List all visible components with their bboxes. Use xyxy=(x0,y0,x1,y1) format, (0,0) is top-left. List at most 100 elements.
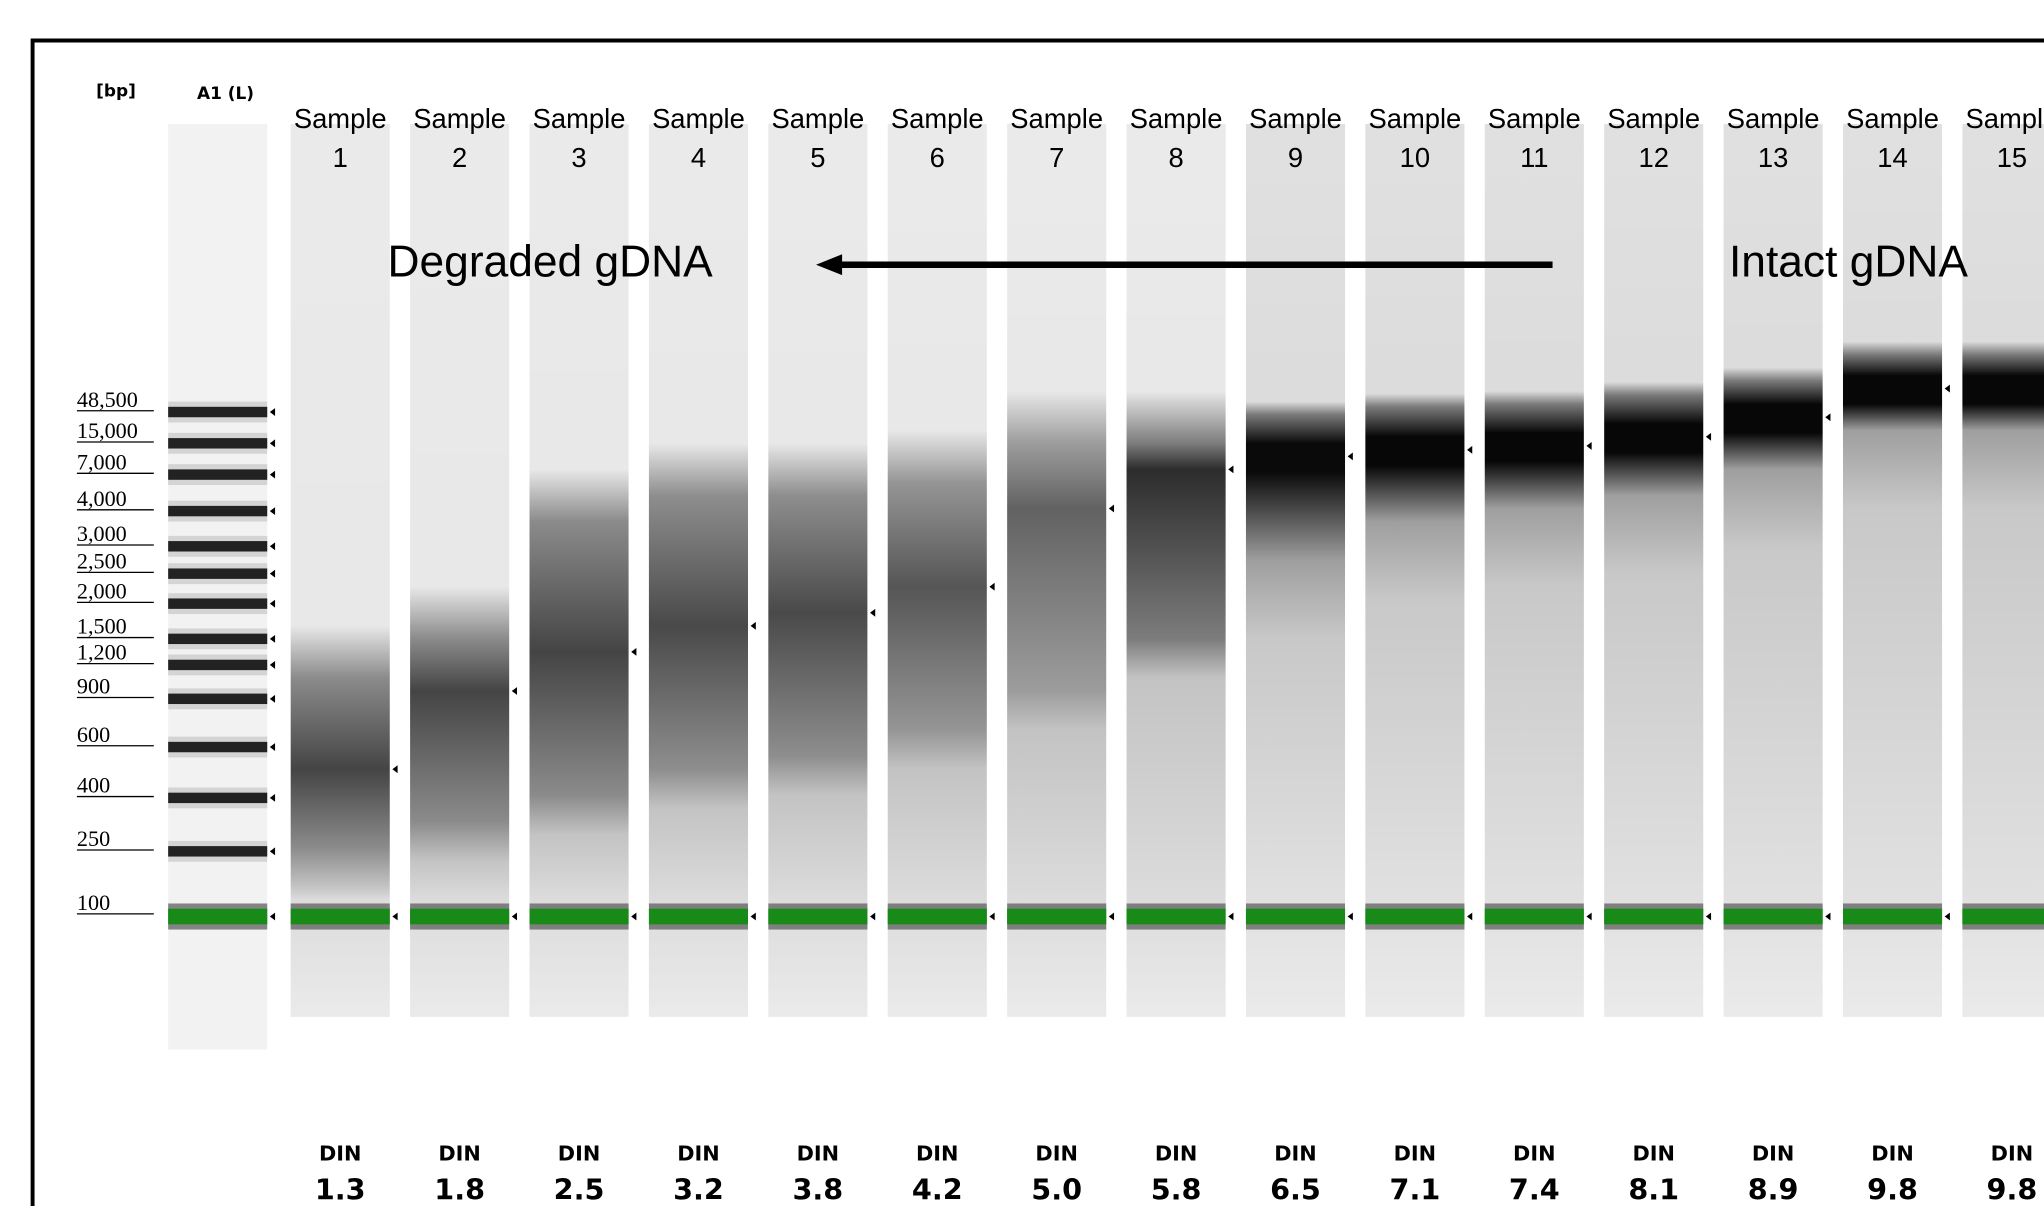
sample-smear xyxy=(1246,124,1345,1017)
sample-name: Sample xyxy=(1130,103,1223,134)
sample-name: Sample xyxy=(771,103,864,134)
marker-band xyxy=(888,909,987,925)
sample-name: Sample xyxy=(1727,103,1820,134)
ladder-band-halo xyxy=(168,501,267,522)
sample-name: Sample xyxy=(413,103,506,134)
din-label: DIN xyxy=(916,1141,959,1165)
sample-name: Sample xyxy=(533,103,626,134)
sample-number: 5 xyxy=(810,142,825,173)
ladder-band-halo xyxy=(168,464,267,485)
ladder-band-halo xyxy=(168,841,267,862)
ladder-band-halo xyxy=(168,433,267,454)
din-value: 1.8 xyxy=(434,1172,485,1206)
din-value: 5.8 xyxy=(1151,1172,1202,1206)
annotation-right: Intact gDNA xyxy=(1729,237,1968,286)
din-value: 9.8 xyxy=(1987,1172,2038,1206)
ladder-band-halo xyxy=(168,654,267,675)
sample-number: 6 xyxy=(930,142,945,173)
din-value: 9.8 xyxy=(1867,1172,1918,1206)
sample-number: 10 xyxy=(1400,142,1430,173)
din-label: DIN xyxy=(1513,1141,1556,1165)
din-label: DIN xyxy=(1274,1141,1317,1165)
din-label: DIN xyxy=(1035,1141,1078,1165)
din-value: 4.2 xyxy=(912,1172,963,1206)
din-value: 5.0 xyxy=(1031,1172,1082,1206)
din-value: 6.5 xyxy=(1270,1172,1321,1206)
din-label: DIN xyxy=(558,1141,601,1165)
sample-name: Sample xyxy=(1010,103,1103,134)
sample-number: 8 xyxy=(1168,142,1183,173)
marker-band xyxy=(1246,909,1345,925)
marker-band xyxy=(291,909,390,925)
ladder-label: A1 (L) xyxy=(197,83,254,103)
marker-band xyxy=(1127,909,1226,925)
sample-smear xyxy=(888,124,987,1017)
marker-band xyxy=(768,909,867,925)
din-value: 2.5 xyxy=(554,1172,605,1206)
ladder-size-label: 1,200 xyxy=(77,640,127,665)
din-value: 8.1 xyxy=(1628,1172,1679,1206)
marker-band xyxy=(1007,909,1106,925)
sample-smear xyxy=(768,124,867,1017)
din-value: 8.9 xyxy=(1748,1172,1799,1206)
sample-name: Sample xyxy=(1966,103,2044,134)
sample-smear xyxy=(291,124,390,1017)
gel-image: 48,50015,0007,0004,0003,0002,5002,0001,5… xyxy=(0,0,2044,1206)
din-label: DIN xyxy=(1871,1141,1914,1165)
sample-number: 11 xyxy=(1520,142,1548,173)
marker-band xyxy=(410,909,509,925)
ladder-band-halo xyxy=(168,688,267,709)
annotation-left: Degraded gDNA xyxy=(388,237,714,286)
sample-number: 13 xyxy=(1758,142,1788,173)
sample-name: Sample xyxy=(1249,103,1342,134)
sample-smear xyxy=(1962,124,2044,1017)
sample-name: Sample xyxy=(891,103,984,134)
din-label: DIN xyxy=(1752,1141,1795,1165)
ladder-size-label: 250 xyxy=(77,826,110,851)
sample-number: 12 xyxy=(1638,142,1668,173)
page: 48,50015,0007,0004,0003,0002,5002,0001,5… xyxy=(0,0,2044,1206)
ladder-size-label: 600 xyxy=(77,722,110,747)
ladder-band-halo xyxy=(168,402,267,423)
ladder-size-label: 3,000 xyxy=(77,521,127,546)
din-value: 1.3 xyxy=(315,1172,366,1206)
ladder-size-label: 2,500 xyxy=(77,548,127,573)
din-value: 3.8 xyxy=(792,1172,843,1206)
marker-band xyxy=(1724,909,1823,925)
marker-band xyxy=(1485,909,1584,925)
marker-band xyxy=(1604,909,1703,925)
sample-smear xyxy=(1127,124,1226,1017)
marker-band xyxy=(1962,909,2044,925)
marker-band xyxy=(530,909,629,925)
din-label: DIN xyxy=(677,1141,720,1165)
sample-smear xyxy=(1365,124,1464,1017)
sample-smear xyxy=(1007,124,1106,1017)
sample-number: 9 xyxy=(1288,142,1303,173)
din-label: DIN xyxy=(1394,1141,1437,1165)
sample-smear xyxy=(1604,124,1703,1017)
ladder-size-label: 400 xyxy=(77,773,110,798)
sample-number: 2 xyxy=(452,142,467,173)
din-value: 7.4 xyxy=(1509,1172,1560,1206)
marker-band xyxy=(1843,909,1942,925)
ladder-band-halo xyxy=(168,737,267,758)
ladder-size-label: 4,000 xyxy=(77,486,127,511)
din-label: DIN xyxy=(797,1141,840,1165)
sample-name: Sample xyxy=(652,103,745,134)
din-label: DIN xyxy=(438,1141,481,1165)
din-label: DIN xyxy=(319,1141,362,1165)
sample-number: 4 xyxy=(691,142,706,173)
sample-name: Sample xyxy=(294,103,387,134)
marker-band xyxy=(649,909,748,925)
sample-number: 15 xyxy=(1997,142,2027,173)
ladder-band-halo xyxy=(168,593,267,614)
marker-band xyxy=(168,909,267,925)
marker-band xyxy=(1365,909,1464,925)
din-label: DIN xyxy=(1991,1141,2034,1165)
din-value: 7.1 xyxy=(1390,1172,1441,1206)
sample-name: Sample xyxy=(1369,103,1462,134)
ladder-band-halo xyxy=(168,563,267,584)
din-label: DIN xyxy=(1632,1141,1675,1165)
din-label: DIN xyxy=(1155,1141,1198,1165)
sample-number: 7 xyxy=(1049,142,1064,173)
